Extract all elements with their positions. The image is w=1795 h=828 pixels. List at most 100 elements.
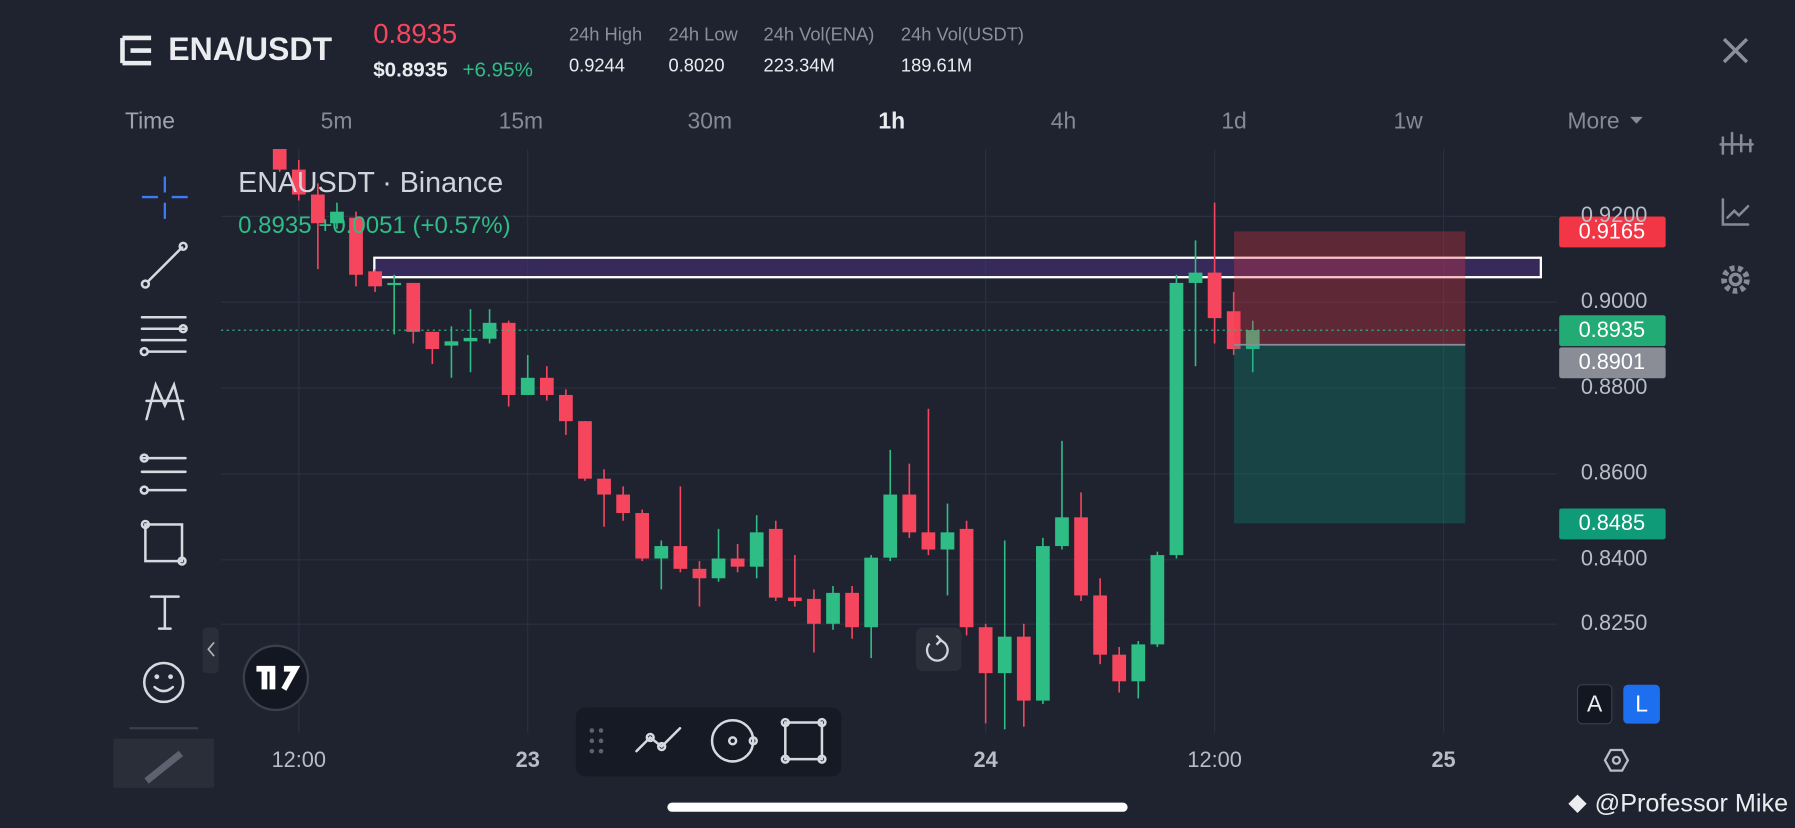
candle-body bbox=[387, 282, 402, 286]
price-label: 0.8485 bbox=[1579, 510, 1646, 535]
reward-zone bbox=[1234, 344, 1466, 524]
tv-logo[interactable] bbox=[242, 644, 310, 712]
timeframe[interactable]: 15m bbox=[499, 108, 544, 134]
watermark: @Professor Mike bbox=[1595, 790, 1788, 818]
stat-value: 189.61M bbox=[901, 54, 972, 75]
candle-body bbox=[310, 194, 325, 224]
trend-tool[interactable] bbox=[635, 726, 682, 753]
settings-icon[interactable] bbox=[1721, 265, 1750, 294]
candle-body bbox=[539, 377, 554, 395]
price-label: 0.8901 bbox=[1579, 349, 1646, 374]
candle-body bbox=[1093, 595, 1107, 655]
x-tick-label: 24 bbox=[974, 747, 998, 772]
circle-tool[interactable] bbox=[710, 718, 758, 763]
candle-body bbox=[559, 394, 573, 422]
price-label-box bbox=[1559, 216, 1666, 248]
candle-body bbox=[330, 211, 344, 224]
candle-body bbox=[463, 337, 478, 342]
timeframe[interactable]: 4h bbox=[1051, 108, 1076, 134]
candle-body bbox=[711, 558, 726, 579]
reset-button[interactable] bbox=[915, 627, 962, 672]
candle-body bbox=[578, 421, 592, 479]
candle-body bbox=[1036, 546, 1050, 701]
menu-icon[interactable] bbox=[120, 35, 152, 66]
close-icon[interactable] bbox=[1722, 37, 1749, 64]
candle-body bbox=[1188, 272, 1203, 283]
candle-body bbox=[291, 169, 306, 195]
emoji-tool[interactable] bbox=[142, 661, 185, 704]
price-label-box bbox=[1559, 315, 1666, 347]
home-indicator bbox=[667, 802, 1128, 812]
reset-icon-arrow bbox=[935, 634, 943, 646]
candle-body bbox=[673, 546, 688, 569]
stat-value: 223.34M bbox=[764, 54, 835, 75]
drawn-rectangle bbox=[373, 256, 1543, 279]
plot bbox=[220, 148, 1557, 733]
y-tick-label: 0.9200 bbox=[1581, 202, 1648, 227]
risk-zone bbox=[1234, 231, 1466, 345]
candle-body bbox=[864, 557, 879, 628]
candle-body bbox=[501, 322, 516, 395]
timeframe[interactable]: 1h bbox=[878, 108, 905, 134]
compare-icon[interactable] bbox=[1721, 198, 1750, 226]
projection-tool[interactable] bbox=[139, 453, 187, 495]
x-tick-label: 12:00 bbox=[272, 747, 326, 772]
candle-body bbox=[1131, 644, 1146, 682]
box-tool[interactable] bbox=[780, 717, 827, 764]
timeframe[interactable]: More bbox=[1567, 108, 1619, 134]
candle-body bbox=[730, 558, 745, 567]
timeframe[interactable]: 1w bbox=[1393, 108, 1423, 134]
drag-handle[interactable] bbox=[589, 728, 604, 754]
timeframe[interactable]: 5m bbox=[321, 108, 353, 134]
timeframe[interactable]: 1d bbox=[1221, 108, 1246, 134]
pattern-tool[interactable] bbox=[145, 381, 185, 421]
stat-label: 24h Low bbox=[669, 23, 739, 44]
candle-body bbox=[807, 598, 821, 624]
collapse-button[interactable] bbox=[202, 627, 219, 674]
auto-button[interactable] bbox=[1576, 684, 1613, 725]
candle-body bbox=[1016, 636, 1031, 701]
rectangle-tool[interactable] bbox=[140, 519, 187, 566]
chart-title: ENAUSDT · Binance bbox=[238, 167, 503, 199]
candle-body bbox=[349, 217, 363, 275]
stat-value: 0.9244 bbox=[569, 54, 625, 75]
y-tick-label: 0.8250 bbox=[1581, 610, 1648, 635]
draw-toolbar bbox=[575, 707, 842, 777]
candle-body bbox=[749, 532, 764, 567]
candle-body bbox=[368, 271, 382, 287]
stat-label: 24h Vol(USDT) bbox=[901, 23, 1024, 44]
candle-body bbox=[692, 568, 707, 579]
timeframe[interactable]: 30m bbox=[688, 108, 733, 134]
candle-body bbox=[1169, 282, 1184, 556]
candle-body bbox=[1226, 311, 1241, 350]
x-tick-label: 23 bbox=[516, 747, 540, 772]
auto-label: A bbox=[1587, 690, 1603, 716]
candle-body bbox=[1150, 555, 1165, 645]
candle-body bbox=[826, 592, 840, 624]
candle-body bbox=[616, 494, 631, 514]
candle-body bbox=[1112, 654, 1127, 682]
pair[interactable]: ENA/USDT bbox=[168, 31, 332, 67]
candle-body bbox=[444, 341, 459, 346]
change: +6.95% bbox=[462, 59, 532, 82]
candle-body bbox=[902, 494, 917, 533]
candle-body bbox=[1055, 517, 1069, 547]
log-label: L bbox=[1635, 690, 1648, 716]
line-tool[interactable] bbox=[140, 241, 188, 289]
more-arrow bbox=[1630, 116, 1643, 124]
scale-settings[interactable] bbox=[1603, 748, 1630, 772]
chart-subtitle: 0.8935 +0.0051 (+0.57%) bbox=[238, 212, 511, 239]
candle-body bbox=[272, 148, 287, 170]
candle-body bbox=[482, 322, 497, 339]
log-button[interactable] bbox=[1623, 684, 1660, 724]
candle-body bbox=[959, 528, 974, 628]
fib-tool[interactable] bbox=[139, 316, 188, 357]
crosshair-tool[interactable] bbox=[141, 176, 188, 219]
indicator-icon[interactable] bbox=[1719, 131, 1754, 155]
text-tool[interactable] bbox=[149, 595, 180, 630]
y-tick-label: 0.8400 bbox=[1581, 546, 1648, 571]
candle-body bbox=[425, 331, 440, 350]
tv-logo-mark bbox=[256, 665, 301, 691]
ruler-tool bbox=[144, 750, 184, 784]
